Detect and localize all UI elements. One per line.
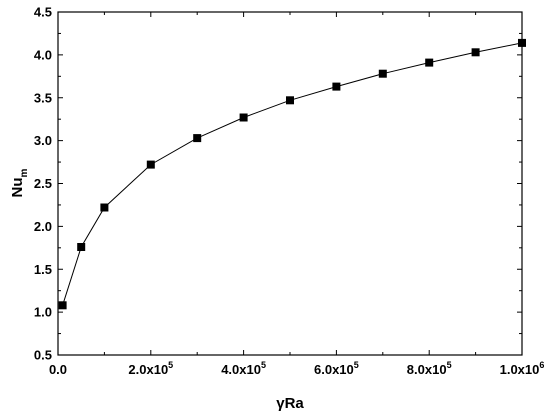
y-tick-label: 4.0 (34, 47, 52, 62)
data-markers (58, 38, 526, 310)
x-tick-label: 2.0x105 (128, 360, 173, 377)
data-point (58, 301, 67, 310)
data-point (146, 160, 155, 169)
x-axis-label: γRa (276, 395, 304, 412)
y-tick-label: 0.5 (34, 348, 52, 363)
major-ticks (57, 11, 523, 356)
plot-frame (57, 11, 523, 356)
data-point (286, 96, 294, 105)
x-tick-label: 0.0 (49, 362, 67, 377)
data-point (193, 134, 202, 143)
y-tick-label: 3.5 (34, 90, 52, 105)
x-tick-label: 6.0x105 (314, 360, 359, 377)
data-point (332, 82, 341, 91)
minor-ticks (58, 12, 522, 355)
data-point (425, 58, 434, 67)
y-tick-label: 2.0 (34, 219, 52, 234)
data-point (100, 203, 109, 212)
y-axis-label: Num (9, 168, 30, 197)
y-tick-label: 3.0 (34, 133, 52, 148)
data-point (77, 243, 86, 251)
data-point (518, 38, 526, 47)
x-tick-label: 4.0x105 (221, 360, 266, 377)
data-point (239, 113, 248, 122)
y-axis-label-base: Nu (9, 177, 26, 197)
y-tick-label: 1.0 (34, 305, 52, 320)
y-axis-label-subscript: m (19, 168, 30, 177)
tick-labels: 0.0 2.0x105 4.0x105 6.0x105 8.0x105 1.0x106 0.… (34, 5, 544, 378)
x-tick-label: 8.0x105 (407, 360, 452, 377)
y-tick-label: 2.5 (34, 176, 52, 191)
data-point (378, 69, 387, 78)
y-tick-label: 4.5 (34, 5, 52, 20)
series-line (62, 42, 523, 306)
data-point (471, 48, 480, 57)
y-tick-label: 1.5 (34, 262, 52, 277)
x-tick-label: 1.0x106 (500, 360, 545, 377)
